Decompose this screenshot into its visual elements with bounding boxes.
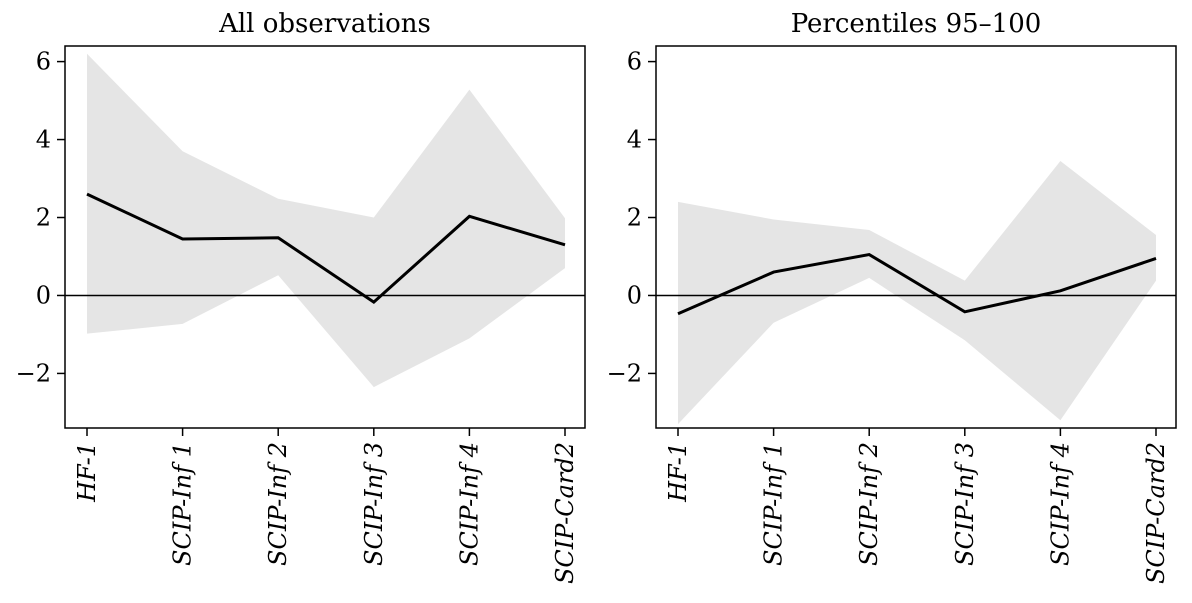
confidence-band: [678, 161, 1156, 424]
y-tick-label: 6: [36, 48, 51, 76]
x-tick-label: SCIP-Card2: [1142, 442, 1170, 584]
y-tick-label: −2: [16, 359, 51, 387]
x-tick-label: SCIP-Inf 2: [264, 442, 292, 566]
y-tick-label: 2: [36, 204, 51, 232]
chart-title: Percentiles 95–100: [791, 9, 1042, 39]
x-tick-label: SCIP-Inf 1: [760, 442, 788, 566]
x-tick-label: HF-1: [664, 442, 692, 503]
x-tick-label: SCIP-Inf 3: [951, 442, 979, 566]
confidence-band: [87, 54, 565, 387]
x-tick-label: SCIP-Inf 2: [855, 442, 883, 566]
x-tick-label: SCIP-Card2: [551, 442, 579, 584]
y-tick-label: 4: [36, 126, 51, 154]
y-tick-label: 0: [36, 281, 51, 309]
y-tick-label: 0: [627, 281, 642, 309]
y-tick-label: 6: [627, 48, 642, 76]
chart-panel-2: −2 0 2 4 6 HF-1 SCIP-Inf 1 SCIP-Inf 2 SCIP-Inf 3…: [607, 9, 1176, 584]
x-tick-label: SCIP-Inf 4: [1046, 442, 1074, 566]
x-tick-label: SCIP-Inf 3: [360, 442, 388, 566]
y-tick-label: 4: [627, 126, 642, 154]
chart-panel-1: −2 0 2 4 6 HF-1 SCIP-Inf 1 SCIP-Inf 2 SCIP-Inf 3…: [16, 9, 585, 584]
chart-title: All observations: [218, 9, 431, 39]
x-tick-label: HF-1: [73, 442, 101, 503]
x-tick-label: SCIP-Inf 1: [169, 442, 197, 566]
y-tick-label: −2: [607, 359, 642, 387]
x-tick-label: SCIP-Inf 4: [455, 442, 483, 566]
y-tick-label: 2: [627, 204, 642, 232]
